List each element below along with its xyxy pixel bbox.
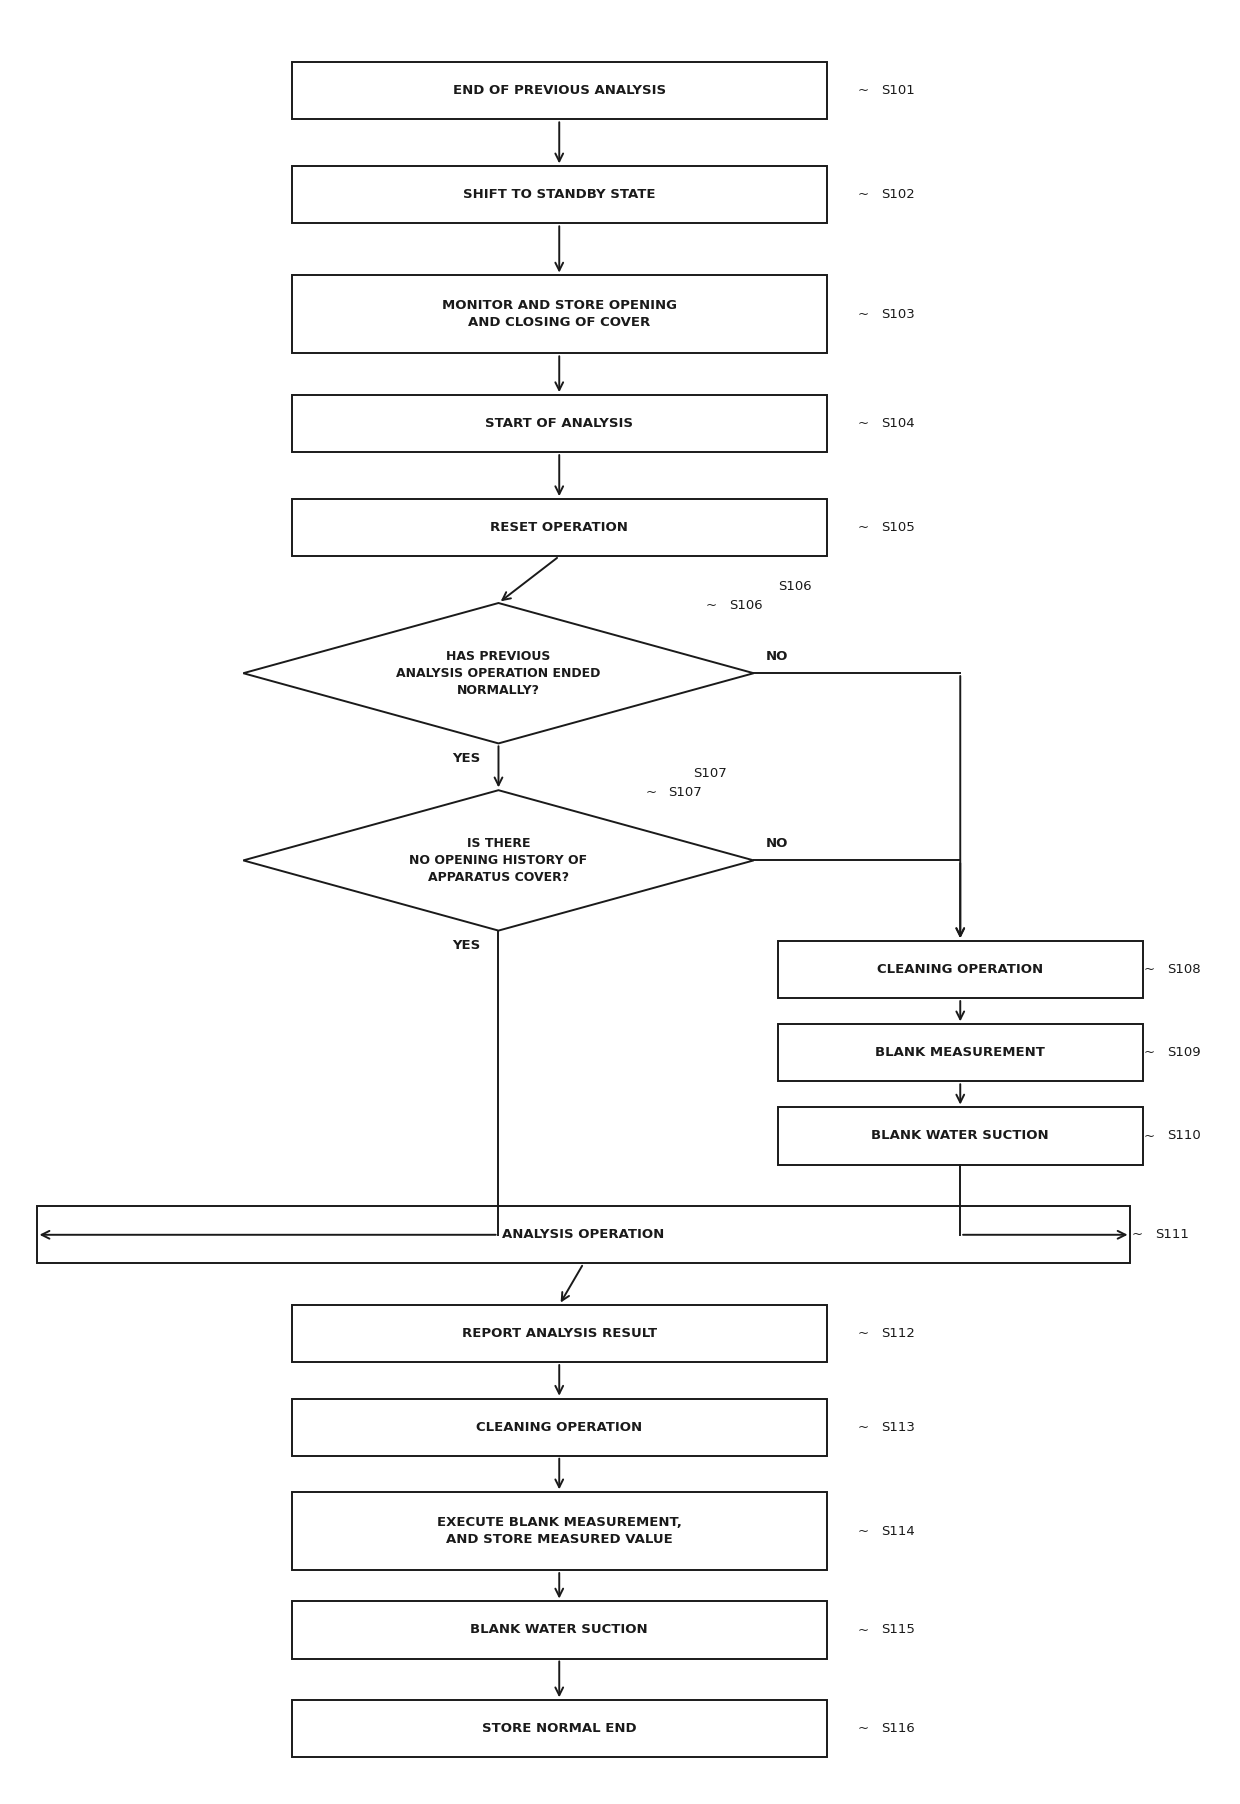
Text: S112: S112 xyxy=(882,1328,915,1340)
Text: ANALYSIS OPERATION: ANALYSIS OPERATION xyxy=(502,1229,665,1241)
Text: S104: S104 xyxy=(882,417,915,429)
Text: NO: NO xyxy=(766,837,789,850)
Text: YES: YES xyxy=(453,752,480,765)
Text: ~: ~ xyxy=(1143,963,1154,976)
Text: BLANK WATER SUCTION: BLANK WATER SUCTION xyxy=(470,1624,649,1636)
Text: ~: ~ xyxy=(1131,1229,1142,1241)
Text: ~: ~ xyxy=(858,417,869,429)
Text: STORE NORMAL END: STORE NORMAL END xyxy=(482,1723,636,1735)
Text: ~: ~ xyxy=(858,85,869,97)
Text: S105: S105 xyxy=(882,521,915,534)
FancyBboxPatch shape xyxy=(777,942,1142,998)
Text: REPORT ANALYSIS RESULT: REPORT ANALYSIS RESULT xyxy=(461,1328,657,1340)
Text: S103: S103 xyxy=(882,308,915,321)
Text: S111: S111 xyxy=(1154,1229,1189,1241)
Text: S109: S109 xyxy=(1167,1046,1200,1059)
Text: S110: S110 xyxy=(1167,1129,1200,1142)
FancyBboxPatch shape xyxy=(291,395,827,453)
FancyBboxPatch shape xyxy=(291,1304,827,1362)
Text: ~: ~ xyxy=(645,787,656,799)
Text: BLANK WATER SUCTION: BLANK WATER SUCTION xyxy=(872,1129,1049,1142)
Text: ~: ~ xyxy=(706,599,717,612)
FancyBboxPatch shape xyxy=(291,276,827,354)
Text: SHIFT TO STANDBY STATE: SHIFT TO STANDBY STATE xyxy=(463,188,656,202)
FancyBboxPatch shape xyxy=(291,500,827,556)
Text: S113: S113 xyxy=(882,1422,915,1434)
Text: START OF ANALYSIS: START OF ANALYSIS xyxy=(485,417,634,429)
Text: HAS PREVIOUS
ANALYSIS OPERATION ENDED
NORMALLY?: HAS PREVIOUS ANALYSIS OPERATION ENDED NO… xyxy=(397,649,600,696)
Text: IS THERE
NO OPENING HISTORY OF
APPARATUS COVER?: IS THERE NO OPENING HISTORY OF APPARATUS… xyxy=(409,837,588,884)
Text: CLEANING OPERATION: CLEANING OPERATION xyxy=(877,963,1043,976)
Polygon shape xyxy=(243,790,754,931)
Polygon shape xyxy=(243,603,754,743)
Text: S106: S106 xyxy=(777,579,812,592)
FancyBboxPatch shape xyxy=(291,61,827,119)
FancyBboxPatch shape xyxy=(777,1025,1142,1081)
Text: ~: ~ xyxy=(1143,1046,1154,1059)
Text: ~: ~ xyxy=(858,1624,869,1636)
Text: ~: ~ xyxy=(858,1524,869,1537)
FancyBboxPatch shape xyxy=(291,1699,827,1757)
FancyBboxPatch shape xyxy=(291,1492,827,1569)
Text: YES: YES xyxy=(453,938,480,953)
Text: MONITOR AND STORE OPENING
AND CLOSING OF COVER: MONITOR AND STORE OPENING AND CLOSING OF… xyxy=(441,299,677,330)
FancyBboxPatch shape xyxy=(777,1108,1142,1165)
Text: ~: ~ xyxy=(858,521,869,534)
Text: CLEANING OPERATION: CLEANING OPERATION xyxy=(476,1422,642,1434)
Text: ~: ~ xyxy=(858,1328,869,1340)
FancyBboxPatch shape xyxy=(291,166,827,224)
Text: S101: S101 xyxy=(882,85,915,97)
Text: NO: NO xyxy=(766,649,789,662)
FancyBboxPatch shape xyxy=(291,1398,827,1456)
Text: S107: S107 xyxy=(668,787,702,799)
Text: ~: ~ xyxy=(858,1723,869,1735)
Text: ~: ~ xyxy=(858,188,869,202)
Text: ~: ~ xyxy=(858,1422,869,1434)
Text: S107: S107 xyxy=(693,767,727,779)
Text: S115: S115 xyxy=(882,1624,915,1636)
Text: S108: S108 xyxy=(1167,963,1200,976)
Text: RESET OPERATION: RESET OPERATION xyxy=(490,521,629,534)
Text: ~: ~ xyxy=(1143,1129,1154,1142)
Text: EXECUTE BLANK MEASUREMENT,
AND STORE MEASURED VALUE: EXECUTE BLANK MEASUREMENT, AND STORE MEA… xyxy=(436,1515,682,1546)
Text: S102: S102 xyxy=(882,188,915,202)
Text: S106: S106 xyxy=(729,599,763,612)
Text: ~: ~ xyxy=(858,308,869,321)
Text: END OF PREVIOUS ANALYSIS: END OF PREVIOUS ANALYSIS xyxy=(453,85,666,97)
FancyBboxPatch shape xyxy=(291,1602,827,1658)
Text: S116: S116 xyxy=(882,1723,915,1735)
FancyBboxPatch shape xyxy=(37,1207,1131,1263)
Text: S114: S114 xyxy=(882,1524,915,1537)
Text: BLANK MEASUREMENT: BLANK MEASUREMENT xyxy=(875,1046,1045,1059)
